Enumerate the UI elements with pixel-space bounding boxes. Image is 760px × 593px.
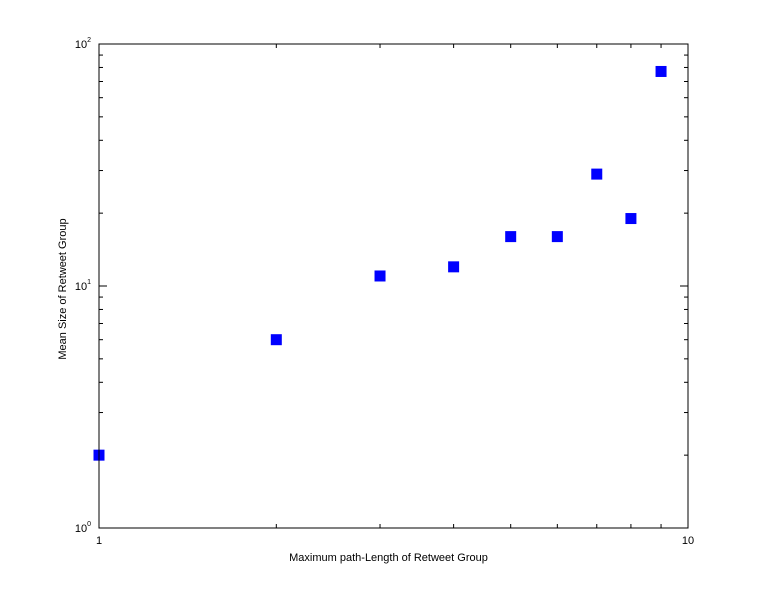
y-tick-label: 100 <box>75 521 91 535</box>
y-tick-label-base: 10 <box>75 39 87 51</box>
y-axis-label: Mean Size of Retweet Group <box>57 218 69 359</box>
data-point <box>270 334 282 346</box>
data-point <box>505 231 517 243</box>
y-tick-label: 101 <box>75 279 91 293</box>
x-axis-label: Maximum path-Length of Retweet Group <box>289 552 488 564</box>
data-point <box>374 270 386 282</box>
x-tick-label: 1 <box>96 535 102 547</box>
data-point <box>625 213 637 225</box>
y-tick-label-exponent: 2 <box>87 37 91 44</box>
y-tick-label-base: 10 <box>75 281 87 293</box>
data-point <box>551 231 563 243</box>
y-tick-label-exponent: 0 <box>87 521 91 528</box>
data-point <box>448 261 460 273</box>
data-point <box>655 65 667 77</box>
data-point <box>591 168 603 180</box>
axes-frame <box>98 43 689 529</box>
x-tick-label: 10 <box>682 535 694 547</box>
y-tick-label-base: 10 <box>75 523 87 535</box>
y-tick-label-exponent: 1 <box>87 279 91 286</box>
data-markers <box>93 65 667 461</box>
y-tick-label: 102 <box>75 37 91 51</box>
